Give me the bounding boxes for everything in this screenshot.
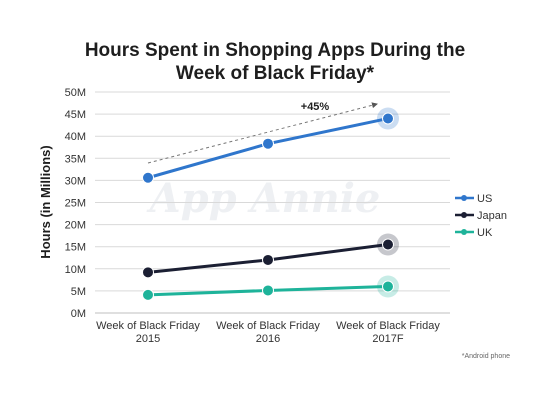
chart-title-line-2: Week of Black Friday* <box>176 63 375 84</box>
y-axis-label: Hours (in Millions) <box>38 145 53 258</box>
y-tick-labels: 0M 5M 10M 15M 20M 25M 30M 35M 40M 45M 50M <box>65 87 86 320</box>
y-tick-label: 35M <box>65 153 86 165</box>
y-tick-label: 30M <box>65 175 86 187</box>
data-point <box>142 171 154 184</box>
series-us <box>142 107 399 184</box>
x-tick-label: 2015 <box>136 333 160 345</box>
x-tick-label: 2017F <box>372 333 403 345</box>
data-point <box>262 253 274 266</box>
y-tick-label: 45M <box>65 109 86 121</box>
growth-arrow <box>147 102 378 164</box>
data-point <box>382 112 394 125</box>
y-tick-label: 10M <box>65 264 86 276</box>
legend-label: Japan <box>477 210 507 222</box>
legend-label: US <box>477 193 492 205</box>
y-tick-label: 15M <box>65 242 86 254</box>
legend-swatch-marker <box>461 229 467 235</box>
legend-swatch-marker <box>461 195 467 201</box>
data-point <box>142 288 154 301</box>
series-uk <box>142 275 399 301</box>
y-tick-label: 5M <box>71 286 86 298</box>
y-tick-label: 50M <box>65 87 86 99</box>
series-japan <box>142 233 399 279</box>
legend-item-japan: Japan <box>455 210 507 222</box>
legend-item-uk: UK <box>455 227 493 239</box>
data-point <box>382 238 394 251</box>
chart-title-line-1: Hours Spent in Shopping Apps During the <box>85 40 465 61</box>
data-point <box>382 280 394 293</box>
x-tick-label: Week of Black Friday <box>96 320 200 332</box>
growth-annotation: +45% <box>301 101 330 113</box>
legend-swatch-marker <box>461 212 467 218</box>
y-tick-label: 20M <box>65 220 86 232</box>
y-tick-label: 0M <box>71 308 86 320</box>
x-tick-label: 2016 <box>256 333 280 345</box>
legend-label: UK <box>477 227 493 239</box>
y-tick-label: 25M <box>65 198 86 210</box>
series-lines <box>142 107 399 301</box>
data-point <box>262 137 274 150</box>
x-tick-label: Week of Black Friday <box>216 320 320 332</box>
growth-trend-arrow <box>147 102 378 164</box>
legend: US Japan UK <box>455 193 507 239</box>
data-point <box>262 284 274 297</box>
watermark-text: App Annie <box>146 175 381 222</box>
data-point <box>142 266 154 279</box>
legend-item-us: US <box>455 193 492 205</box>
footnote: *Android phone <box>462 353 510 360</box>
y-tick-label: 40M <box>65 131 86 143</box>
x-tick-label: Week of Black Friday <box>336 320 440 332</box>
